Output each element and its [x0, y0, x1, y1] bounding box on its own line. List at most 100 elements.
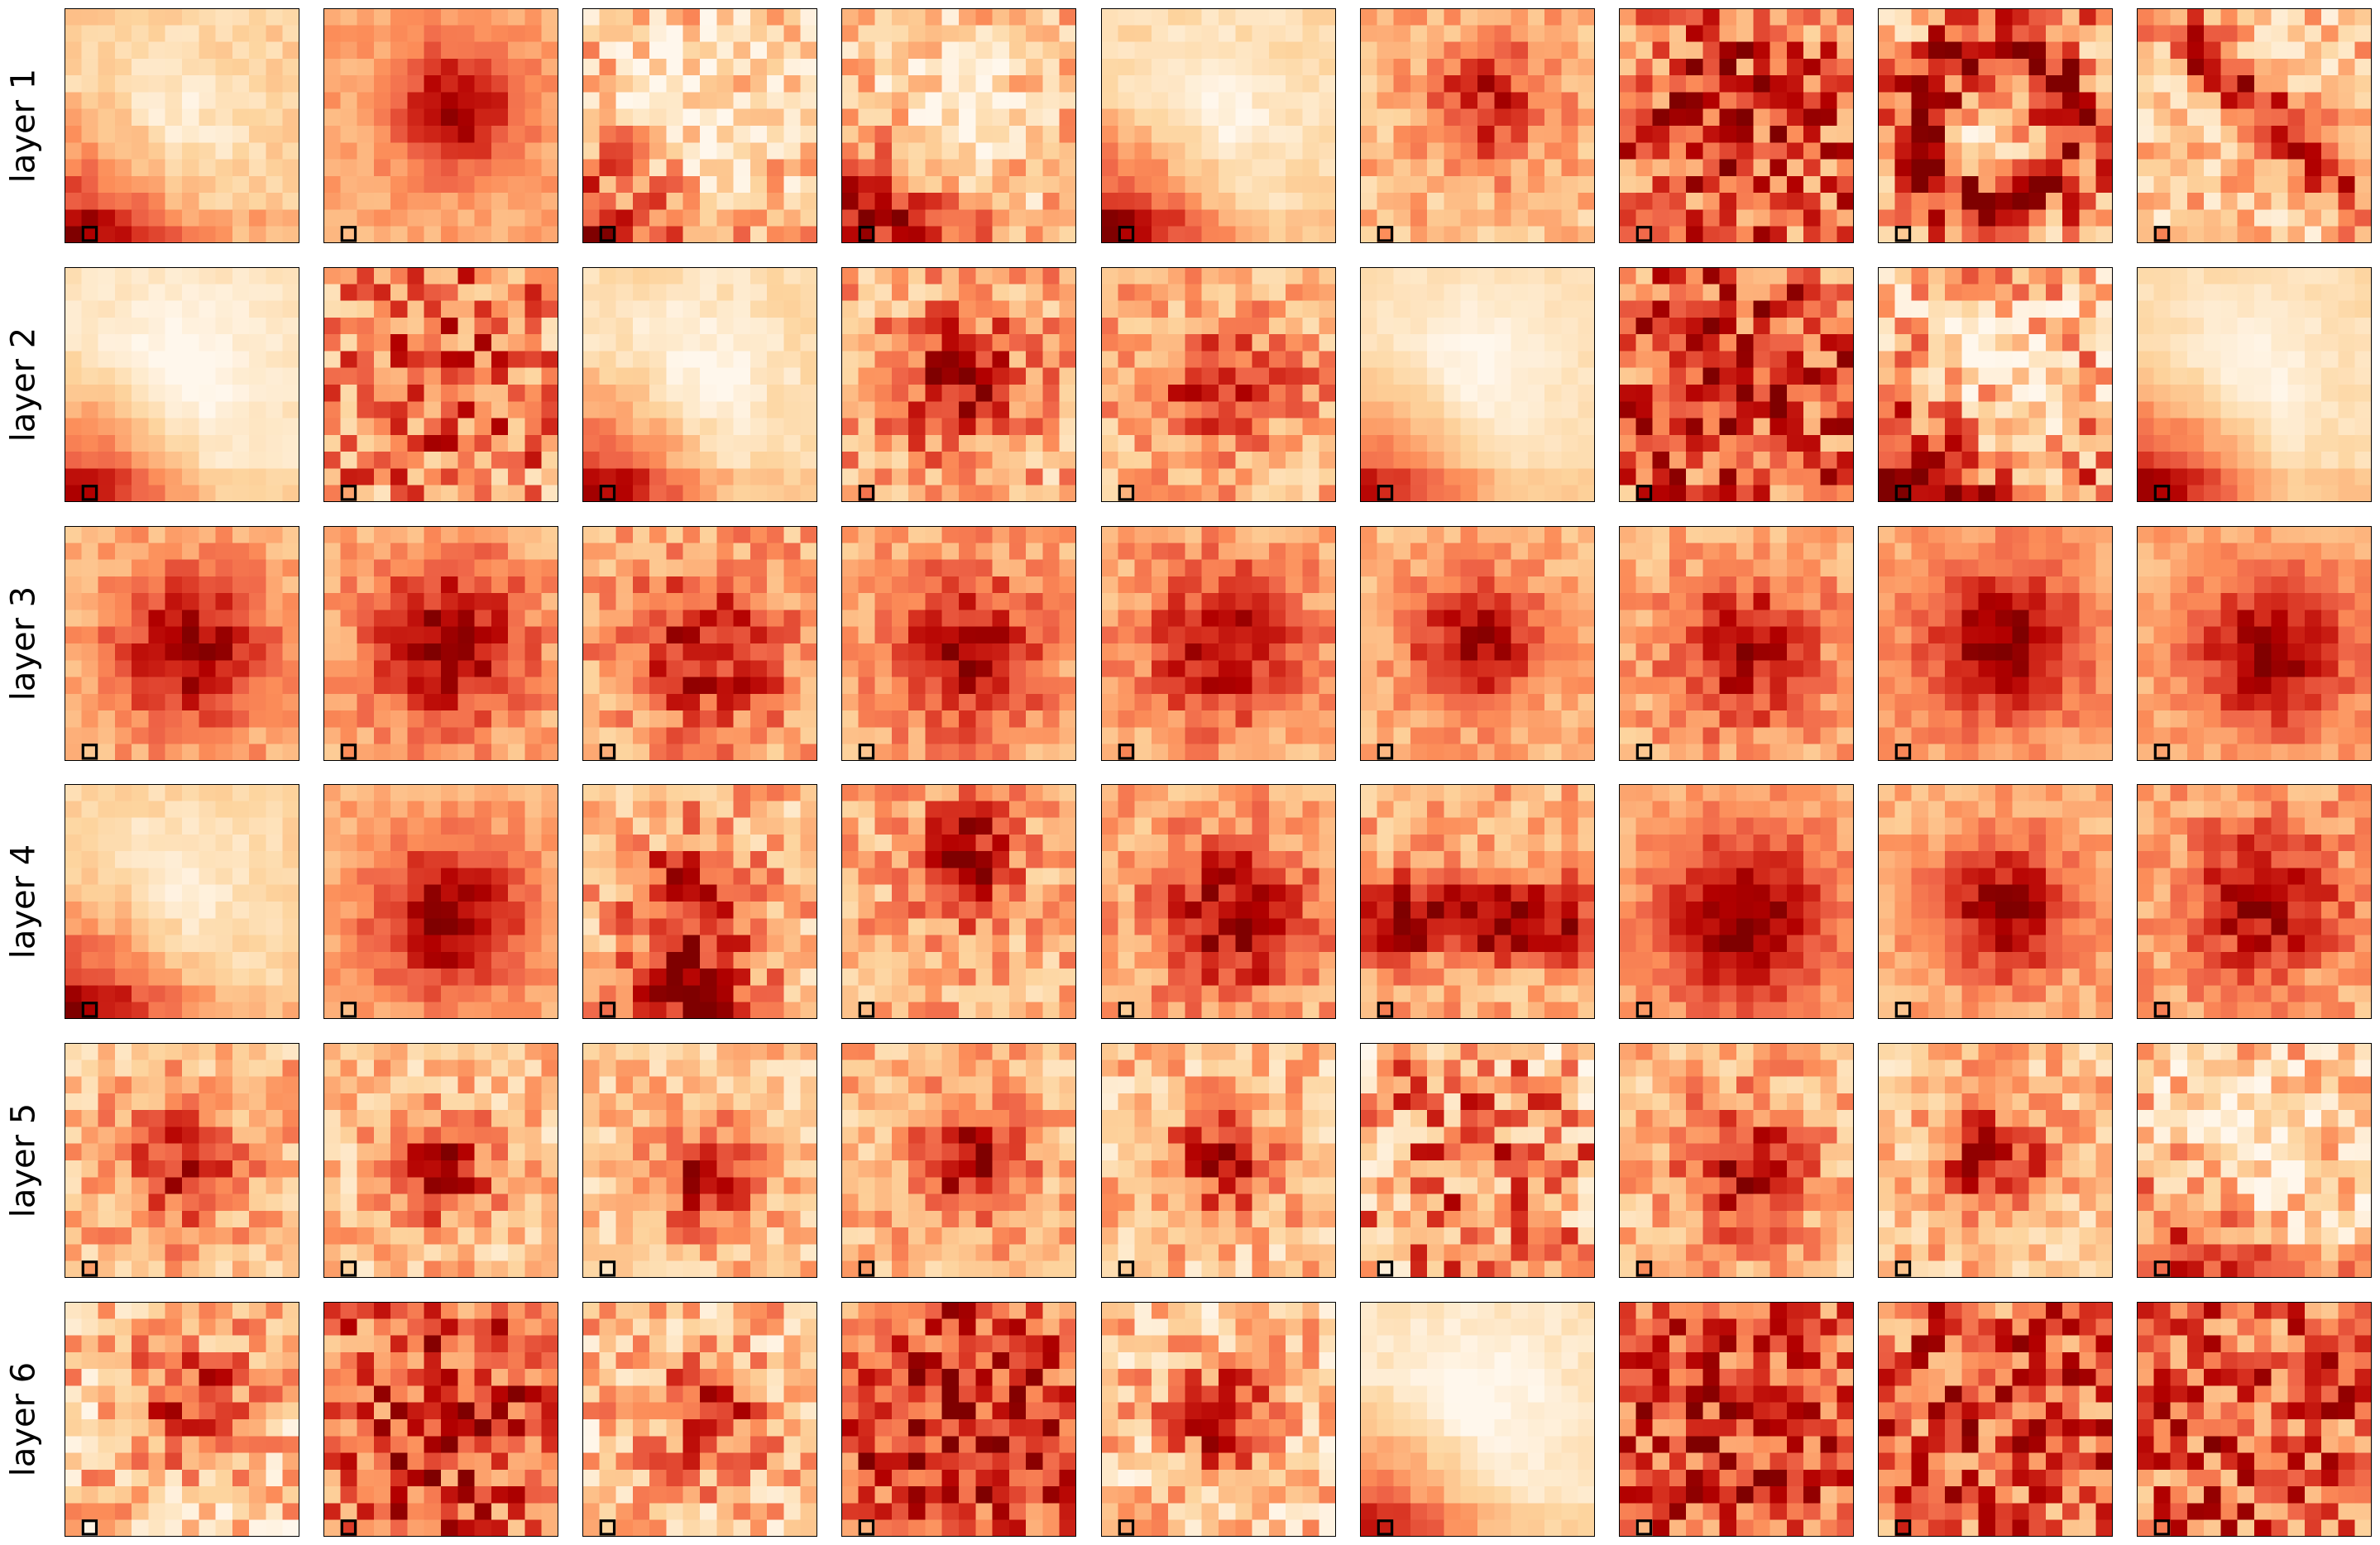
heatmap-cell [1319, 485, 1336, 502]
heatmap-cell [1252, 175, 1270, 194]
heatmap-cell [1168, 710, 1185, 728]
heatmap-cell [65, 126, 82, 143]
heatmap-cell [632, 92, 650, 110]
heatmap-cell [891, 576, 909, 594]
heatmap-cell [1961, 300, 1980, 318]
heatmap-cell [2338, 468, 2356, 486]
heatmap-cell [682, 677, 701, 695]
heatmap-cell [767, 284, 784, 301]
heatmap-cell [491, 41, 509, 60]
heatmap-cell [457, 126, 475, 143]
heatmap-cell [599, 626, 616, 644]
heatmap-cell [2012, 317, 2029, 335]
heatmap-cell [1719, 485, 1737, 502]
heatmap-cell [767, 75, 784, 93]
heatmap-cell [1736, 41, 1754, 60]
heatmap-cell [1686, 660, 1703, 677]
heatmap-cell [749, 559, 768, 577]
heatmap-cell [2321, 58, 2339, 76]
heatmap-cell [199, 142, 216, 160]
heatmap-cell [632, 576, 650, 594]
heatmap-cell [215, 58, 233, 76]
heatmap-cell [323, 226, 341, 243]
heatmap-cell [1360, 385, 1377, 402]
heatmap-cell [1101, 142, 1118, 160]
heatmap-cell [2095, 108, 2113, 127]
heatmap-cell [282, 576, 299, 594]
heatmap-cell [1101, 434, 1118, 452]
heatmap-cell [582, 485, 600, 502]
heatmap-cell [1820, 485, 1838, 502]
heatmap-cell [1477, 559, 1495, 577]
heatmap-cell [1059, 576, 1076, 594]
heatmap-cell [1836, 693, 1854, 711]
heatmap-cell [682, 610, 701, 628]
heatmap-cell [908, 401, 926, 419]
heatmap-cell [1185, 226, 1203, 243]
heatmap-cell [1561, 434, 1579, 452]
heatmap-cell [1561, 418, 1579, 436]
heatmap-cell [1820, 142, 1838, 160]
heatmap-cell [1101, 175, 1118, 194]
heatmap-cell [424, 727, 442, 745]
heatmap-cell [1635, 92, 1653, 110]
heatmap-cell [2170, 284, 2188, 301]
heatmap-cell [1201, 159, 1219, 177]
heatmap-cell [2045, 175, 2063, 194]
heatmap-cell [508, 41, 525, 60]
heatmap-cell [148, 108, 166, 127]
heatmap-cell [1820, 643, 1838, 661]
heatmap-cell [649, 468, 667, 486]
heatmap-cell [1101, 401, 1118, 419]
heatmap-cell [841, 367, 859, 385]
heatmap-cell [2237, 485, 2255, 502]
heatmap-cell [524, 300, 543, 318]
heatmap-cell [1911, 175, 1929, 194]
heatmap-cell [682, 41, 701, 60]
heatmap-cell [1235, 385, 1252, 402]
heatmap-cell [2338, 92, 2356, 110]
heatmap-cell [81, 693, 98, 711]
heatmap-cell [98, 526, 116, 543]
heatmap-cell [2354, 126, 2372, 143]
heatmap-cell [1619, 58, 1636, 76]
heatmap-cell [199, 643, 216, 661]
heatmap-cell [1008, 267, 1027, 285]
heatmap-cell [700, 58, 717, 76]
heatmap-cell [749, 226, 768, 243]
heatmap-cell [2321, 92, 2339, 110]
heatmap-cell [541, 468, 558, 486]
heatmap-cell [98, 8, 116, 26]
heatmap-cell [632, 25, 650, 42]
heatmap-cell [1059, 175, 1076, 194]
heatmap-cell [1185, 543, 1203, 560]
heatmap-cell [424, 267, 442, 285]
heatmap-cell [114, 485, 132, 502]
heatmap-panel-r3-c5 [1101, 526, 1336, 761]
heatmap-cell [340, 576, 357, 594]
heatmap-cell [1753, 677, 1770, 695]
heatmap-cell [199, 108, 216, 127]
heatmap-cell [716, 8, 734, 26]
heatmap-cell [1185, 576, 1203, 594]
heatmap-cell [992, 710, 1010, 728]
heatmap-cell [2137, 142, 2154, 160]
heatmap-cell [199, 576, 216, 594]
heatmap-cell [2186, 418, 2205, 436]
heatmap-cell [1878, 142, 1895, 160]
heatmap-cell [1252, 41, 1270, 60]
heatmap-cell [1619, 267, 1636, 285]
heatmap-cell [1786, 142, 1804, 160]
heatmap-cell [1719, 351, 1737, 369]
heatmap-cell [2287, 367, 2306, 385]
heatmap-cell [1578, 92, 1595, 110]
heatmap-cell [582, 92, 600, 110]
heatmap-cell [508, 334, 525, 352]
heatmap-cell [1527, 576, 1545, 594]
heatmap-cell [1360, 559, 1377, 577]
heatmap-cell [1377, 468, 1394, 486]
heatmap-cell [1059, 727, 1076, 745]
heatmap-cell [649, 284, 667, 301]
heatmap-cell [1101, 300, 1118, 318]
heatmap-cell [615, 75, 634, 93]
